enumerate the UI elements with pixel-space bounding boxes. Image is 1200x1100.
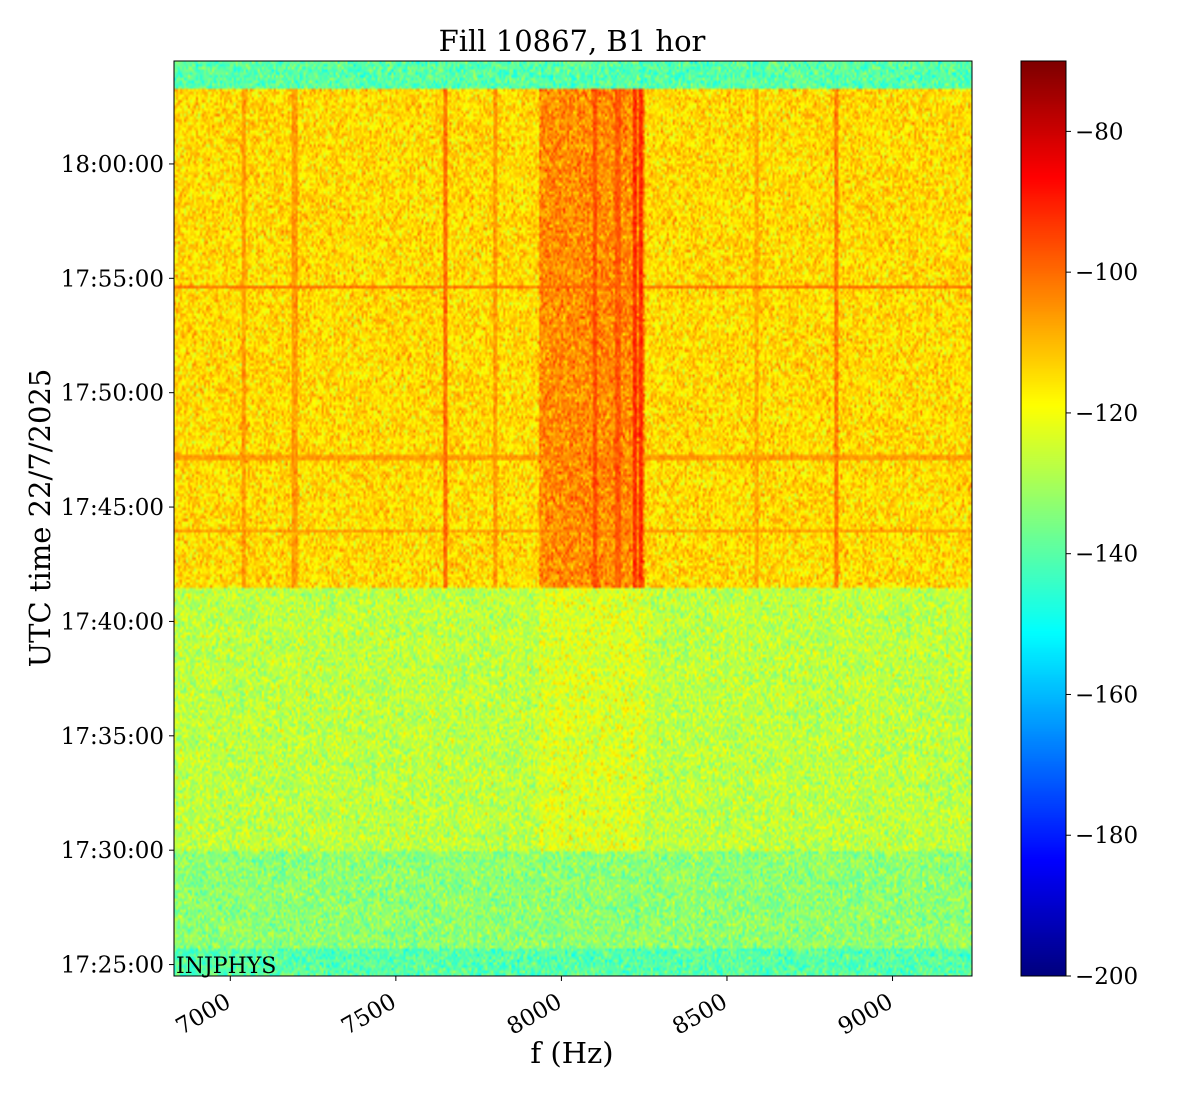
y-tick-label: 17:30:00 — [61, 838, 164, 864]
colorbar-tick-label: −180 — [1075, 823, 1138, 849]
y-tick-label: 17:55:00 — [61, 266, 164, 292]
y-tick-label: 17:25:00 — [61, 953, 164, 979]
colorbar-tick-label: −100 — [1075, 260, 1138, 286]
plot-frame — [173, 60, 973, 977]
colorbar-tick-label: −200 — [1075, 964, 1138, 990]
y-axis-ticks: 17:25:00 17:30:00 17:35:00 17:40:00 17:45:00… — [61, 152, 174, 979]
y-tick-label: 17:35:00 — [61, 724, 164, 750]
colorbar-tick-label: −140 — [1075, 542, 1138, 568]
colorbar-gradient — [1021, 61, 1066, 976]
y-tick-label: 18:00:00 — [61, 152, 164, 178]
plot-area — [173, 60, 973, 977]
y-tick-label: 17:40:00 — [61, 609, 164, 635]
y-axis-label: UTC time 22/7/2025 — [23, 369, 57, 668]
y-tick-label: 17:45:00 — [61, 495, 164, 521]
x-tick-label: 7000 — [172, 989, 236, 1041]
colorbar-tick-label: −160 — [1075, 682, 1138, 708]
x-axis-label: f (Hz) — [530, 1036, 613, 1070]
x-tick-label: 8500 — [668, 989, 732, 1041]
x-tick-label: 7500 — [337, 989, 401, 1041]
x-axis-ticks: 7000 7500 8000 8500 9000 — [172, 976, 898, 1040]
colorbar-tick-label: −80 — [1075, 119, 1124, 145]
colorbar: −80 −100 −120 −140 −160 −180 −200 — [1020, 60, 1138, 990]
spectrogram-heatmap — [174, 61, 972, 976]
x-tick-label: 8000 — [503, 989, 567, 1041]
colorbar-tick-label: −120 — [1075, 401, 1138, 427]
x-tick-label: 9000 — [834, 989, 898, 1041]
chart-title: Fill 10867, B1 hor — [439, 24, 706, 58]
colorbar-ticks: −80 −100 −120 −140 −160 −180 −200 — [1066, 119, 1138, 990]
colorbar-frame — [1020, 60, 1067, 977]
injphys-annotation: INJPHYS — [176, 954, 276, 979]
y-tick-label: 17:50:00 — [61, 381, 164, 407]
